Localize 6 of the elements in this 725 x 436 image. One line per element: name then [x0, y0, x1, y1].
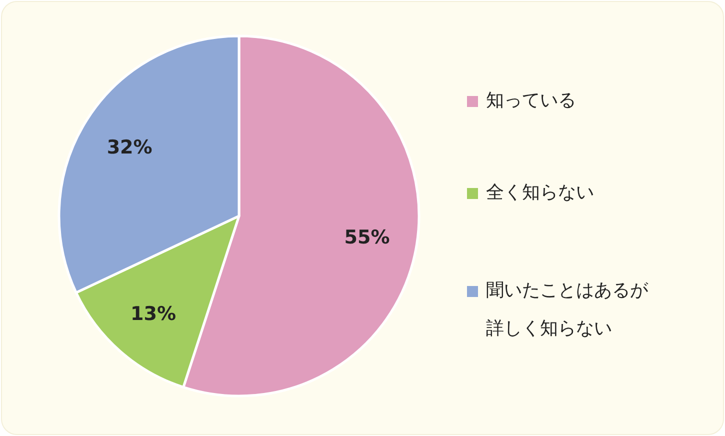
data-label: 55%	[344, 226, 390, 248]
legend-label: 知っている	[486, 89, 577, 113]
legend-label: 聞いたことはあるが詳しく知らない	[486, 279, 650, 341]
legend-label: 全く知らない	[486, 181, 595, 205]
data-label: 13%	[130, 303, 176, 326]
data-label: 32%	[106, 136, 152, 159]
